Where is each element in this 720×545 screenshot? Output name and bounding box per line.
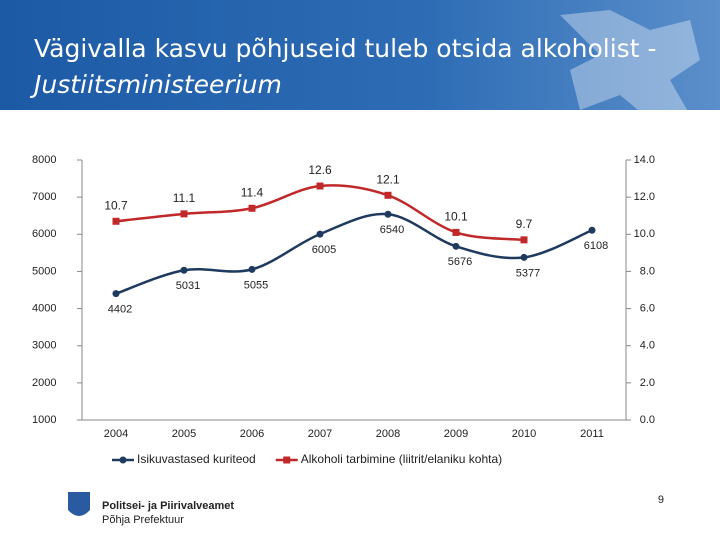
data-label: 5676 [448, 256, 472, 268]
point [112, 290, 120, 298]
legend-label: Isikuvastased kuriteod [137, 452, 256, 466]
y-tick-label: 2000 [32, 377, 56, 389]
point [588, 226, 596, 234]
data-label: 11.4 [241, 185, 264, 199]
series-line [115, 212, 593, 295]
x-tick-label: 2010 [512, 428, 536, 440]
legend-marker [119, 456, 127, 464]
y2-tick-label: 12.0 [634, 191, 655, 203]
point [180, 266, 188, 274]
point [112, 217, 120, 225]
data-label: 6108 [584, 240, 608, 252]
data-label: 10.7 [104, 198, 128, 212]
point [452, 228, 460, 236]
point [520, 253, 528, 261]
y2-tick-label: 4.0 [640, 340, 655, 352]
title-source: Justiitsministeerium [29, 70, 282, 99]
point [316, 230, 324, 238]
data-label: 5377 [516, 267, 540, 279]
y-tick-label: 3000 [32, 340, 56, 352]
point [520, 236, 528, 244]
y-tick-label: 1000 [32, 414, 56, 426]
data-label: 11.1 [173, 191, 196, 205]
y-tick-label: 4000 [32, 302, 56, 314]
y2-tick-label: 8.0 [640, 265, 655, 277]
data-label: 5031 [176, 280, 200, 292]
title-line: Justiitsministeerium [29, 70, 282, 99]
lion-emblem [560, 10, 700, 120]
y-tick-label: 7000 [32, 191, 56, 203]
point [452, 242, 460, 250]
x-tick-label: 2007 [308, 428, 332, 440]
y2-tick-label: 14.0 [634, 154, 655, 166]
data-label: 9.7 [516, 217, 533, 231]
page-number: 9 [658, 494, 664, 506]
x-tick-label: 2009 [444, 428, 468, 440]
y2-tick-label: 0.0 [640, 414, 655, 426]
y-tick-label: 8000 [32, 154, 56, 166]
y-tick-label: 6000 [32, 228, 56, 240]
header-band [0, 0, 720, 110]
point [384, 191, 392, 199]
point [180, 210, 188, 218]
data-label: 6540 [380, 224, 404, 236]
x-tick-label: 2011 [580, 428, 604, 440]
y2-tick-label: 2.0 [640, 377, 655, 389]
x-tick-label: 2004 [104, 428, 128, 440]
x-tick-label: 2005 [172, 428, 196, 440]
data-label: 5055 [244, 279, 268, 291]
unit: Põhja Prefektuur [102, 514, 184, 526]
logo: Politsei- ja Piirivalveamet Põhja Prefek… [68, 492, 234, 526]
point [384, 210, 392, 218]
data-label: 12.6 [308, 163, 332, 177]
data-label: 12.1 [376, 172, 400, 186]
data-label: 10.1 [444, 210, 468, 224]
y2-tick-label: 10.0 [634, 228, 655, 240]
point [248, 265, 256, 273]
legend-label: Alkoholi tarbimine (liitrit/elaniku koht… [301, 452, 502, 466]
y2-tick-label: 6.0 [640, 302, 655, 314]
point [316, 182, 324, 190]
x-tick-label: 2008 [376, 428, 400, 440]
x-tick-label: 2006 [240, 428, 264, 440]
data-label: 6005 [312, 244, 336, 256]
y-tick-label: 5000 [32, 265, 56, 277]
data-label: 4402 [108, 304, 132, 316]
legend-marker [283, 456, 291, 464]
organization: Politsei- ja Piirivalveamet [102, 500, 234, 512]
title-text: Vägivalla kasvu põhjuseid tuleb otsida a… [34, 34, 656, 63]
chart-title: Vägivalla kasvu põhjuseid tuleb otsida a… [34, 34, 656, 63]
point [248, 204, 256, 212]
